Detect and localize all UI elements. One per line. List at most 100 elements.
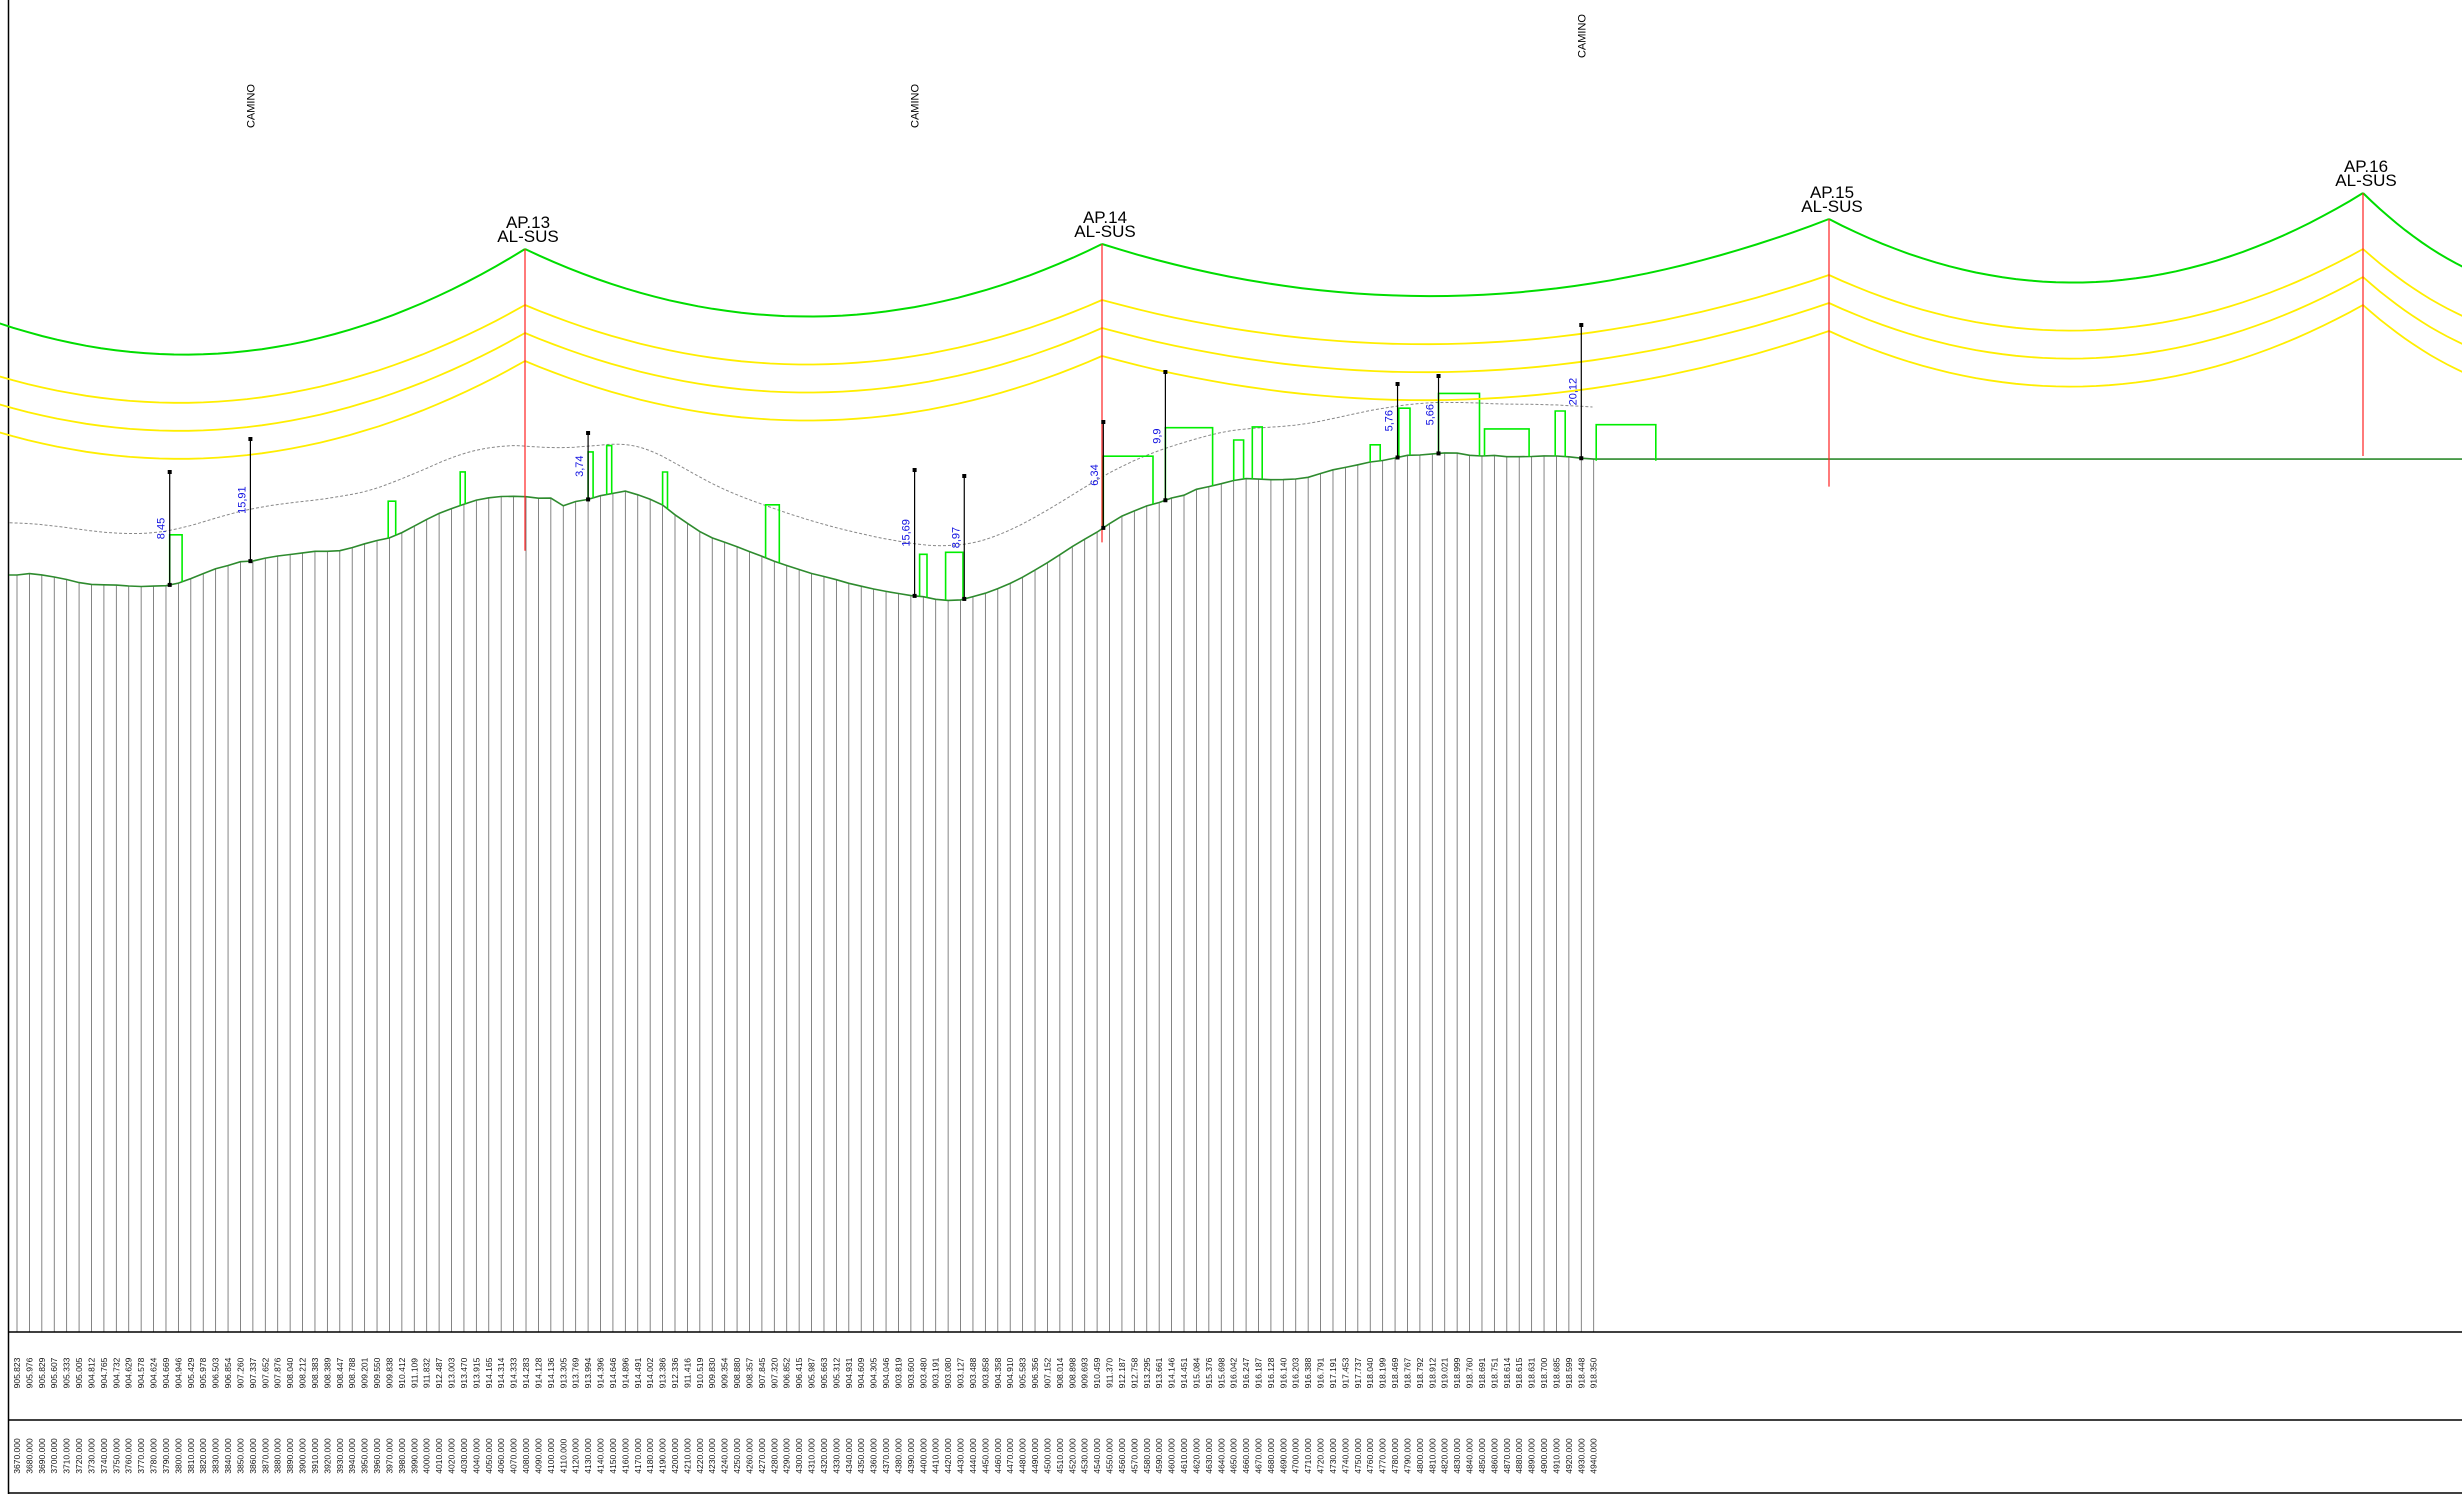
station-value: 4280.000 xyxy=(769,1438,779,1474)
station-value: 4140.000 xyxy=(596,1438,606,1474)
elevation-value: 918.614 xyxy=(1502,1357,1512,1388)
station-value: 4940.000 xyxy=(1589,1438,1599,1474)
elevation-value: 904.931 xyxy=(844,1357,854,1388)
elevation-value: 906.415 xyxy=(794,1357,804,1388)
station-value: 4880.000 xyxy=(1514,1438,1524,1474)
station-value: 4410.000 xyxy=(931,1438,941,1474)
elevation-value: 914.128 xyxy=(533,1357,543,1388)
elevation-value: 905.829 xyxy=(37,1357,47,1388)
clearance-marker-bottom xyxy=(586,497,591,502)
elevation-value: 903.819 xyxy=(894,1357,904,1388)
station-value: 4740.000 xyxy=(1340,1438,1350,1474)
obstacle-outline xyxy=(1554,410,1566,457)
elevation-value: 913.769 xyxy=(571,1357,581,1388)
clearance-marker-top xyxy=(1436,374,1441,378)
tower-type-label: AL-SUS xyxy=(1801,197,1862,216)
station-row: 3670.000 3680.000 3690.000 3700.000 3710.000… xyxy=(12,1438,1599,1474)
station-value: 4370.000 xyxy=(881,1438,891,1474)
station-value: 3740.000 xyxy=(99,1438,109,1474)
station-value: 3980.000 xyxy=(397,1438,407,1474)
clearance-marker-bottom xyxy=(1101,525,1106,530)
elevation-value: 917.453 xyxy=(1340,1357,1350,1388)
station-value: 4100.000 xyxy=(546,1438,556,1474)
station-value: 4210.000 xyxy=(682,1438,692,1474)
elevation-value: 913.661 xyxy=(1154,1357,1164,1388)
elevation-value: 905.312 xyxy=(831,1357,841,1388)
elevation-value: 903.080 xyxy=(943,1357,953,1388)
station-value: 4600.000 xyxy=(1167,1438,1177,1474)
elevation-value: 904.046 xyxy=(881,1357,891,1388)
clearance-value-label: 3,74 xyxy=(574,455,586,476)
elevation-value: 908.357 xyxy=(745,1357,755,1388)
elevation-value: 903.127 xyxy=(956,1357,966,1388)
station-value: 4680.000 xyxy=(1266,1438,1276,1474)
elevation-value: 903.858 xyxy=(980,1357,990,1388)
elevation-row: 905.823 905.976 905.829 905.607 905.333 905.0… xyxy=(12,1357,1599,1388)
station-value: 4310.000 xyxy=(807,1438,817,1474)
station-value: 3720.000 xyxy=(74,1438,84,1474)
conductor-wire xyxy=(2362,304,2462,373)
elevation-value: 918.615 xyxy=(1514,1357,1524,1388)
elevation-value: 916.128 xyxy=(1266,1357,1276,1388)
clearance-value-label: 9,9 xyxy=(1151,428,1163,443)
conductor-wire xyxy=(1101,302,1830,374)
elevation-value: 914.491 xyxy=(633,1357,643,1388)
elevation-value: 907.652 xyxy=(260,1357,270,1388)
station-value: 3970.000 xyxy=(384,1438,394,1474)
station-value: 3830.000 xyxy=(211,1438,221,1474)
elevation-value: 914.896 xyxy=(620,1357,630,1388)
elevation-value: 914.451 xyxy=(1179,1357,1189,1388)
station-value: 4540.000 xyxy=(1092,1438,1102,1474)
elevation-value: 904.669 xyxy=(161,1357,171,1388)
station-value: 4480.000 xyxy=(1018,1438,1028,1474)
elevation-value: 907.260 xyxy=(236,1357,246,1388)
survey-reference-line xyxy=(9,401,1593,547)
station-value: 4090.000 xyxy=(533,1438,543,1474)
road-label: CAMINO xyxy=(245,84,257,128)
elevation-value: 904.624 xyxy=(149,1357,159,1388)
elevation-value: 911.832 xyxy=(422,1358,432,1388)
obstacle-outline xyxy=(944,551,964,601)
elevation-value: 906.852 xyxy=(782,1357,792,1388)
tower-type-label: AL-SUS xyxy=(2335,171,2396,190)
elevation-value: 915.698 xyxy=(1216,1357,1226,1388)
station-value: 4500.000 xyxy=(1042,1438,1052,1474)
elevation-value: 914.646 xyxy=(608,1357,618,1388)
clearance-value-label: 5,76 xyxy=(1384,410,1396,431)
elevation-value: 910.412 xyxy=(397,1357,407,1388)
clearance-marker-bottom xyxy=(912,593,917,598)
station-value: 4360.000 xyxy=(869,1438,879,1474)
conductor-wire xyxy=(1101,330,1830,402)
station-value: 3940.000 xyxy=(347,1438,357,1474)
elevation-value: 916.247 xyxy=(1241,1357,1251,1388)
station-value: 4920.000 xyxy=(1564,1438,1574,1474)
obstacle-outline xyxy=(1595,423,1657,461)
station-value: 3920.000 xyxy=(322,1438,332,1474)
elevation-value: 907.337 xyxy=(248,1357,258,1388)
obstacle-outline xyxy=(1369,444,1381,462)
station-value: 4070.000 xyxy=(509,1438,519,1474)
station-value: 3880.000 xyxy=(273,1438,283,1474)
station-value: 3770.000 xyxy=(136,1438,146,1474)
station-value: 4470.000 xyxy=(1005,1438,1015,1474)
elevation-value: 909.830 xyxy=(707,1357,717,1388)
elevation-value: 908.212 xyxy=(298,1357,308,1388)
elevation-value: 916.042 xyxy=(1229,1357,1239,1388)
station-value: 3780.000 xyxy=(149,1438,159,1474)
elevation-value: 911.416 xyxy=(682,1358,692,1388)
station-value: 3760.000 xyxy=(124,1438,134,1474)
station-value: 4630.000 xyxy=(1204,1438,1214,1474)
earth-wire xyxy=(524,243,1103,318)
elevation-value: 908.389 xyxy=(322,1357,332,1388)
conductor-wire xyxy=(0,304,526,404)
station-value: 3930.000 xyxy=(335,1438,345,1474)
conductor-wire xyxy=(1828,304,2364,388)
station-value: 4400.000 xyxy=(918,1438,928,1474)
elevation-value: 913.386 xyxy=(658,1357,668,1388)
clearance-marker-top xyxy=(912,468,917,472)
elevation-value: 914.333 xyxy=(509,1357,519,1388)
elevation-value: 914.136 xyxy=(546,1357,556,1388)
station-value: 4420.000 xyxy=(943,1438,953,1474)
station-value: 3910.000 xyxy=(310,1438,320,1474)
